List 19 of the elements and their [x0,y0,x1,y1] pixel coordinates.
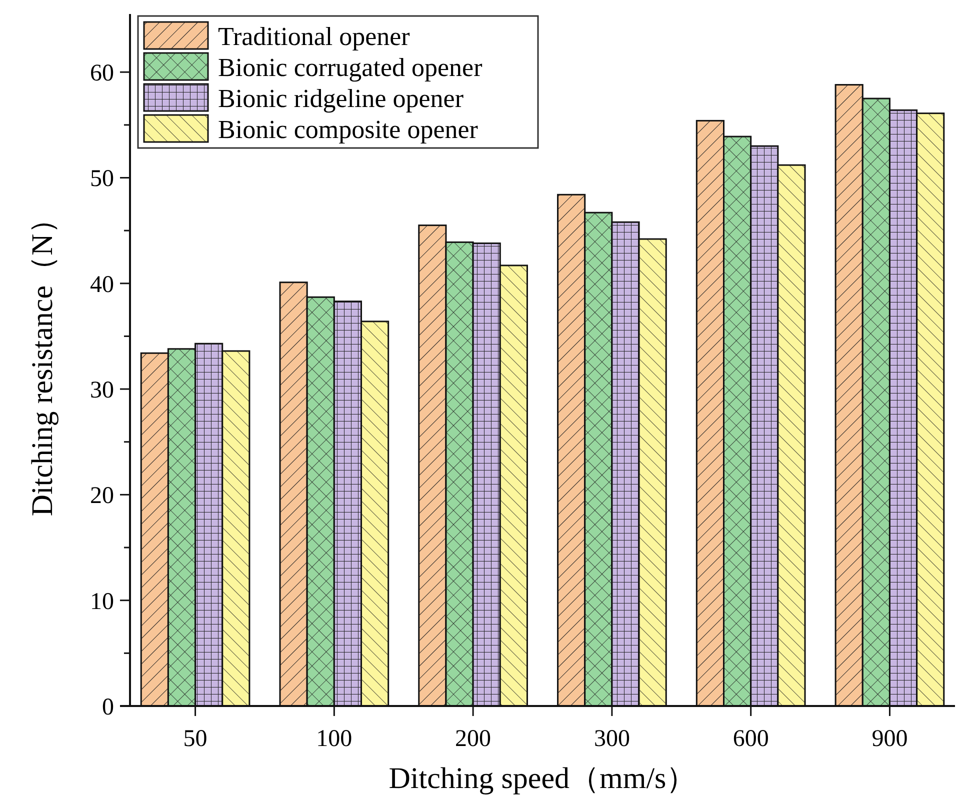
legend-label: Traditional opener [218,22,410,52]
y-axis-title: Ditching resistance（N） [26,204,59,516]
legend-label: Bionic corrugated opener [218,53,483,82]
x-tick-label: 200 [455,726,492,752]
y-tick-label: 10 [90,588,114,615]
x-tick-label: 900 [872,726,908,752]
y-tick-label: 50 [90,166,114,192]
y-tick-label: 0 [102,694,114,720]
x-tick-label: 100 [316,726,352,752]
y-tick-label: 30 [90,377,114,404]
x-tick-label: 600 [732,726,769,752]
y-tick-label: 20 [90,483,114,510]
legend-label: Bionic ridgeline opener [218,84,464,114]
y-tick-label: 40 [90,272,114,298]
x-tick-label: 50 [183,726,208,752]
y-tick-label: 60 [90,60,114,87]
x-tick-label: 300 [594,726,630,752]
legend-label: Bionic composite opener [218,115,478,144]
x-axis-title: Ditching speed（mm/s） [388,762,696,795]
